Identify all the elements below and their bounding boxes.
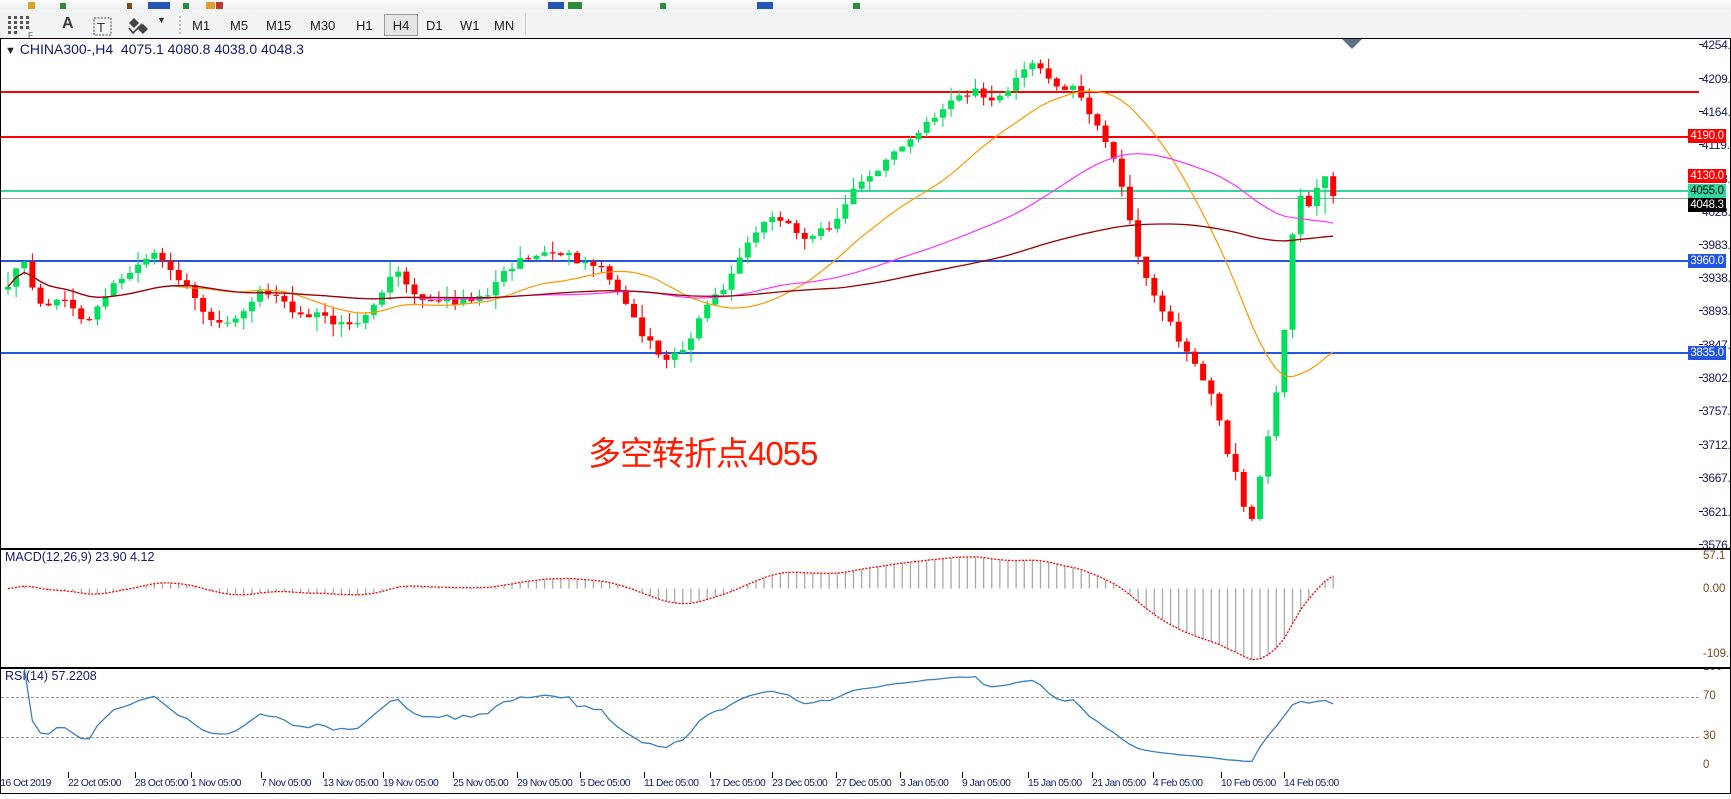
svg-text:T: T xyxy=(97,20,105,35)
svg-text:F: F xyxy=(28,31,33,38)
